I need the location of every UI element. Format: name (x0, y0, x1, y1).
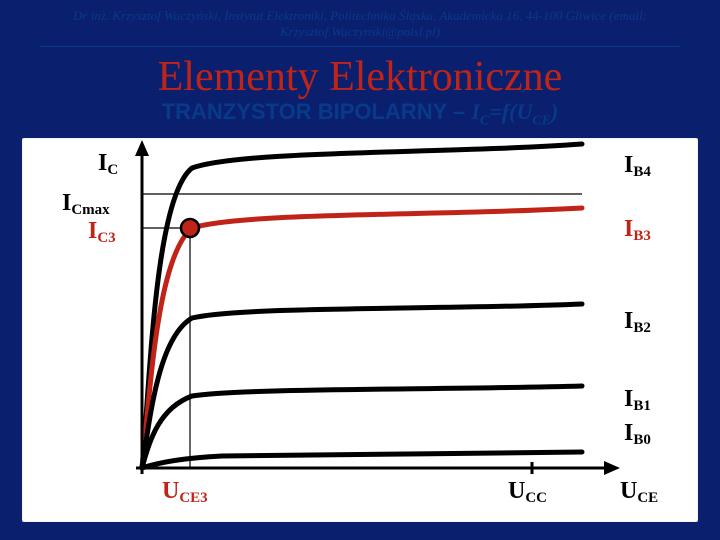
fn-lhs: I (471, 99, 480, 124)
y-axis-arrow (135, 140, 149, 156)
fn-arg-sub: CE (532, 113, 551, 128)
ylabel-C3: IC3 (88, 218, 116, 246)
header-rule (40, 46, 680, 47)
fn-eq: =f( (489, 99, 516, 124)
curve-IB0 (142, 452, 582, 468)
curves (142, 144, 582, 468)
subtitle-prefix: TRANZYSTOR BIPOLARNY – (162, 99, 472, 124)
chart-area: IC ICmaxIC3 UCE3 UCC UCE IB4 IB3 IB2 IB1 IB0 (22, 138, 698, 522)
curve-label-IB3: IB3 (624, 216, 651, 244)
xlabel-CC: UCC (508, 478, 547, 506)
slide-title: Elementy Elektroniczne (0, 53, 720, 101)
ylabel-Cmax: ICmax (62, 190, 110, 218)
guides (142, 194, 582, 474)
op-point-marker (181, 219, 199, 237)
curve-label-IB0: IB0 (624, 420, 651, 448)
curve-label-IB1: IB1 (624, 386, 651, 414)
x-axis-arrow (604, 461, 620, 475)
slide-subtitle: TRANZYSTOR BIPOLARNY – IC=f(UCE) (0, 99, 720, 129)
slide: Dr inż. Krzysztof Waczyński, Instytut El… (0, 0, 720, 540)
fn-close: ) (551, 99, 558, 124)
transistor-chart: IC ICmaxIC3 UCE3 UCC UCE IB4 IB3 IB2 IB1 IB0 (22, 138, 698, 522)
curve-IB3 (142, 208, 582, 468)
curve-label-IB4: IB4 (624, 152, 651, 180)
ylabel-C: IC (98, 150, 118, 178)
fn-arg: U (516, 99, 532, 124)
fn-lhs-sub: C (480, 113, 489, 128)
xlabel-CE3: UCE3 (162, 478, 208, 506)
curve-label-IB2: IB2 (624, 308, 651, 336)
xlabel-CE: UCE (620, 478, 658, 506)
author-header: Dr inż. Krzysztof Waczyński, Instytut El… (0, 8, 720, 44)
